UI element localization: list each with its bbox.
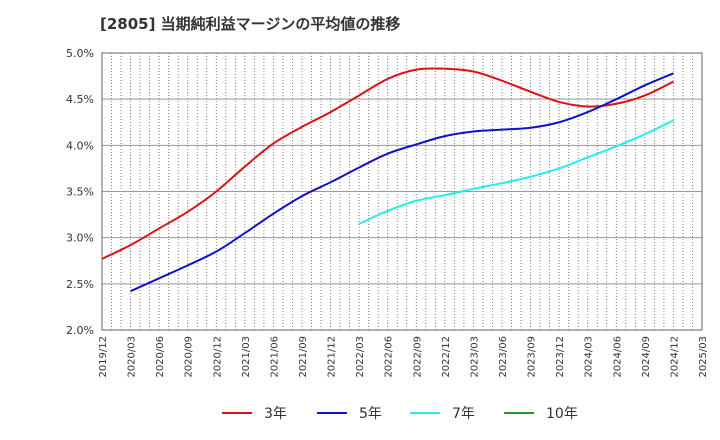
x-tick-label: 2024/09 — [641, 336, 652, 378]
x-tick-label: 2022/06 — [384, 336, 395, 378]
chart-title: [2805] 当期純利益マージンの平均値の推移 — [100, 15, 401, 33]
x-tick-label: 2023/06 — [498, 336, 509, 378]
x-tick-label: 2020/03 — [127, 336, 138, 378]
series-line-2 — [130, 72, 674, 293]
legend-label-4: 10年 — [546, 406, 578, 422]
series-line-3 — [358, 119, 674, 225]
x-tick-label: 2024/12 — [669, 336, 680, 378]
x-tick-label: 2023/03 — [469, 336, 480, 378]
x-tick-label: 2023/12 — [555, 336, 566, 378]
x-tick-label: 2021/12 — [327, 336, 338, 378]
legend-label-1: 3年 — [264, 406, 287, 422]
axis-layer: 2.0% 2.5% 3.0% 3.5% 4.0% 4.5% 5.0% 2019/12 2020/… — [66, 47, 709, 378]
x-tick-label: 2020/09 — [184, 336, 195, 378]
x-tick-label: 2022/09 — [412, 336, 423, 378]
x-tick-label: 2020/12 — [212, 336, 223, 378]
x-tick-label: 2021/03 — [241, 336, 252, 378]
x-tick-label: 2024/03 — [584, 336, 595, 378]
x-tick-label: 2021/09 — [298, 336, 309, 378]
y-tick-label: 5.0% — [66, 47, 94, 60]
y-tick-label: 3.5% — [66, 186, 94, 199]
y-tick-label: 4.5% — [66, 93, 94, 106]
x-tick-label: 2022/03 — [355, 336, 366, 378]
y-tick-label: 2.5% — [66, 278, 94, 291]
x-tick-label: 2024/06 — [612, 336, 623, 378]
x-tick-label: 2019/12 — [98, 336, 109, 378]
legend-label-3: 7年 — [452, 406, 475, 422]
grid-layer — [102, 52, 702, 331]
plot-frame — [101, 52, 703, 331]
x-tick-label: 2025/03 — [698, 336, 709, 378]
x-tick-label: 2023/09 — [527, 336, 538, 378]
legend-layer: 3年 5年 7年 10年 — [222, 406, 578, 422]
x-tick-label: 2021/06 — [269, 336, 280, 378]
y-tick-label: 2.0% — [66, 324, 94, 337]
y-tick-label: 4.0% — [66, 139, 94, 152]
x-tick-label: 2022/12 — [441, 336, 452, 378]
x-tick-label: 2020/06 — [155, 336, 166, 378]
series-line-1 — [101, 67, 674, 260]
y-tick-label: 3.0% — [66, 232, 94, 245]
legend-label-2: 5年 — [359, 406, 382, 422]
series-layer — [101, 67, 674, 293]
